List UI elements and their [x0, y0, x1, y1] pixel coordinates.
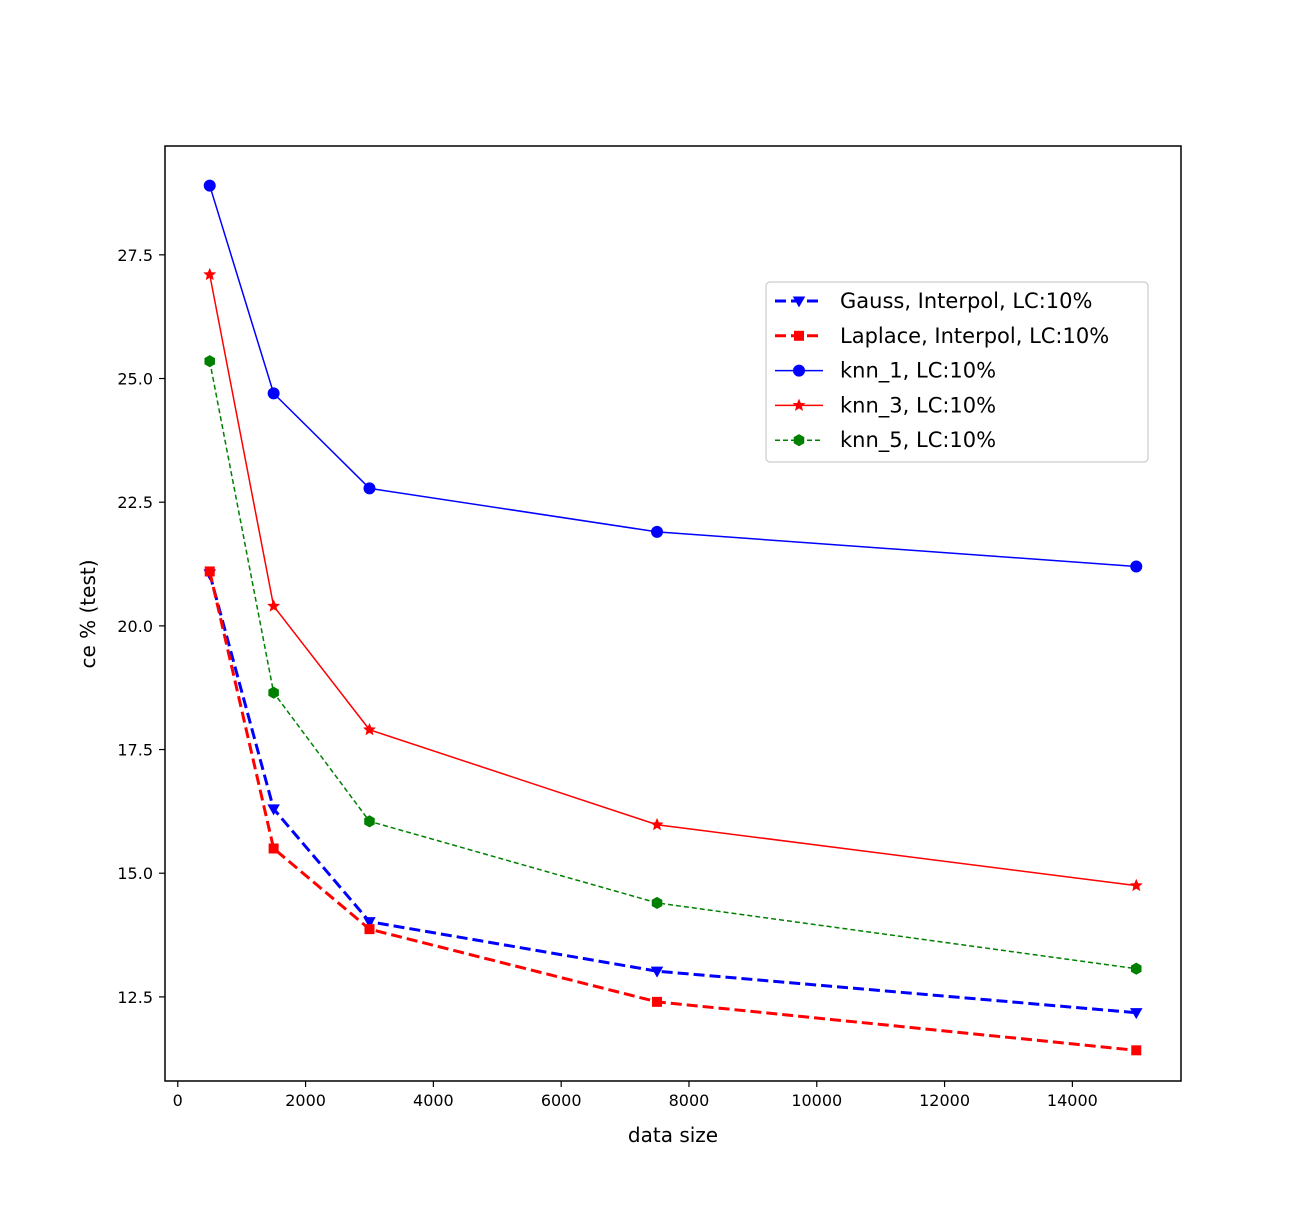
- data-point: [267, 387, 280, 400]
- data-point: [651, 525, 664, 538]
- legend-marker: [793, 364, 805, 377]
- x-tick-label: 14000: [1047, 1091, 1098, 1110]
- series-2: [204, 566, 1142, 1056]
- data-point: [652, 996, 663, 1007]
- data-point: [363, 722, 376, 736]
- y-tick-label: 27.5: [117, 246, 153, 265]
- data-point: [1131, 1045, 1142, 1056]
- series-3: [203, 179, 1143, 573]
- legend-item: Laplace, Interpol, LC:10%: [775, 324, 1109, 348]
- data-point: [203, 267, 217, 281]
- legend-marker: [792, 398, 806, 411]
- data-point: [651, 896, 663, 909]
- y-tick-label: 12.5: [117, 988, 153, 1007]
- legend-label: Laplace, Interpol, LC:10%: [840, 324, 1109, 348]
- legend: Gauss, Interpol, LC:10% Laplace, Interpol…: [765, 281, 1149, 463]
- data-point: [1129, 878, 1143, 892]
- legend-label: Gauss, Interpol, LC:10%: [840, 289, 1092, 313]
- legend-marker: [794, 330, 804, 341]
- y-tick-label: 17.5: [117, 741, 153, 760]
- data-point: [363, 917, 376, 929]
- series-4: [203, 267, 1143, 892]
- legend-label: knn_1, LC:10%: [840, 359, 996, 384]
- x-tick-label: 4000: [413, 1091, 454, 1110]
- y-tick-label: 15.0: [117, 864, 153, 883]
- data-point: [1130, 560, 1143, 573]
- legend-label: knn_3, LC:10%: [840, 393, 996, 418]
- data-point: [650, 966, 664, 978]
- data-point: [1131, 962, 1142, 975]
- legend-label: knn_5, LC:10%: [840, 428, 996, 453]
- data-point: [1130, 1008, 1143, 1020]
- legend-item: knn_1, LC:10%: [775, 359, 996, 384]
- data-point: [268, 843, 279, 854]
- series-layer: [203, 179, 1143, 1056]
- legend-item: knn_3, LC:10%: [775, 393, 996, 418]
- data-point: [203, 179, 216, 192]
- data-point: [364, 924, 375, 935]
- legend-item: Gauss, Interpol, LC:10%: [775, 289, 1092, 313]
- x-axis-label: data size: [628, 1123, 718, 1147]
- y-tick-label: 20.0: [117, 617, 153, 636]
- data-point: [204, 355, 215, 368]
- x-tick-label: 12000: [919, 1091, 970, 1110]
- legend-marker: [792, 296, 806, 308]
- data-point: [267, 599, 281, 612]
- x-tick-label: 0: [173, 1091, 183, 1110]
- y-tick-label: 22.5: [117, 493, 153, 512]
- x-tick-label: 2000: [285, 1091, 326, 1110]
- data-point: [650, 817, 664, 831]
- y-axis-label: ce % (test): [76, 559, 100, 668]
- data-point: [363, 482, 376, 495]
- data-point: [267, 804, 280, 816]
- legend-item: knn_5, LC:10%: [775, 428, 996, 453]
- y-tick-label: 25.0: [117, 370, 153, 389]
- plot-frame: [164, 145, 1182, 1082]
- x-axis: 0 2000 4000 6000 8000 10000 12000 14000: [173, 1081, 1098, 1110]
- legend-box: [765, 281, 1149, 463]
- data-point: [204, 566, 215, 577]
- x-tick-label: 6000: [541, 1091, 582, 1110]
- data-point: [364, 815, 375, 828]
- data-point: [268, 686, 279, 699]
- y-axis: 12.5 15.0 17.5 20.0 22.5 25.0 27.5: [117, 246, 165, 1007]
- x-tick-label: 10000: [791, 1091, 842, 1110]
- x-tick-label: 8000: [669, 1091, 710, 1110]
- legend-marker: [793, 434, 805, 447]
- series-5: [204, 355, 1142, 975]
